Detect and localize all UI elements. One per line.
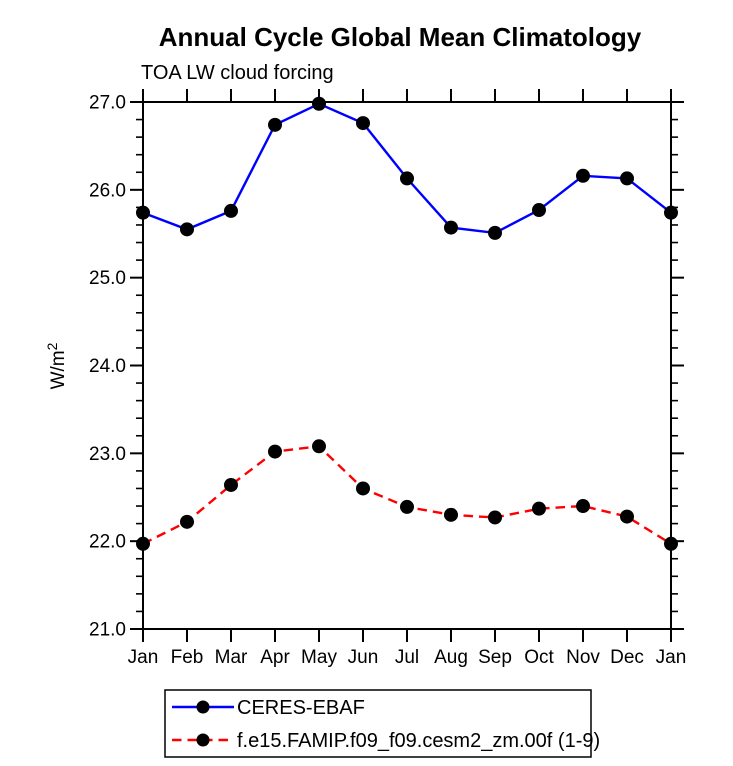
data-point-marker <box>136 536 150 551</box>
data-point-marker <box>576 499 590 514</box>
x-axis-tick-label: Dec <box>610 647 644 668</box>
data-point-marker <box>312 96 326 111</box>
y-axis-tick-label: 24.0 <box>89 356 126 377</box>
x-axis-tick-label: May <box>301 647 337 668</box>
chart-subtitle: TOA LW cloud forcing <box>141 62 334 84</box>
legend: CERES-EBAF f.e15.FAMIP.f09_f09.cesm2_zm.… <box>164 689 600 758</box>
data-point-marker <box>620 171 634 186</box>
legend-marker-series2 <box>196 733 210 747</box>
chart-title: Annual Cycle Global Mean Climatology <box>159 22 642 52</box>
data-point-marker <box>224 203 238 218</box>
data-point-marker <box>312 439 326 454</box>
series-line-1 <box>142 102 672 235</box>
x-axis-tick-label: Jun <box>348 647 379 668</box>
x-axis-tick-label: Oct <box>524 647 554 668</box>
y-axis-title-exponent: 2 <box>44 342 60 350</box>
legend-label-series1: CERES-EBAF <box>237 697 365 719</box>
y-axis-tick-label: 26.0 <box>89 180 126 201</box>
x-axis-tick-label: Sep <box>478 647 512 668</box>
y-axis-tick-label: 21.0 <box>89 620 126 641</box>
data-point-marker <box>488 225 502 240</box>
data-point-marker <box>444 507 458 522</box>
y-axis-tick-label: 27.0 <box>89 93 126 114</box>
data-point-marker <box>400 499 414 514</box>
legend-marker-series1 <box>196 700 210 714</box>
data-point-marker <box>356 116 370 131</box>
x-axis-tick-label: Nov <box>566 647 600 668</box>
y-axis-tick-label: 22.0 <box>89 532 126 553</box>
data-point-marker <box>356 481 370 496</box>
y-axis-title: W/m2 <box>44 342 69 389</box>
x-axis-tick-label: Apr <box>260 647 290 668</box>
data-point-marker <box>488 510 502 525</box>
x-axis-tick-label: Jan <box>656 647 687 668</box>
y-axis-tick-label: 23.0 <box>89 444 126 465</box>
data-point-marker <box>268 117 282 132</box>
legend-box <box>164 689 592 758</box>
data-point-marker <box>664 536 678 551</box>
x-axis-tick-label: Mar <box>215 647 248 668</box>
y-axis-tick-label: 25.0 <box>89 268 126 289</box>
data-point-marker <box>664 205 678 220</box>
data-point-marker <box>444 220 458 235</box>
data-point-marker <box>180 514 194 529</box>
series-line-2 <box>142 445 672 545</box>
data-point-marker <box>268 444 282 459</box>
data-point-marker <box>620 509 634 524</box>
data-point-marker <box>136 205 150 220</box>
data-point-marker <box>180 222 194 237</box>
plot-frame <box>142 101 672 630</box>
data-point-marker <box>400 171 414 186</box>
x-axis-tick-label: Jul <box>395 647 419 668</box>
data-point-marker <box>532 203 546 218</box>
legend-label-series2: f.e15.FAMIP.f09_f09.cesm2_zm.00f (1-9) <box>237 730 600 752</box>
x-axis-tick-label: Feb <box>171 647 204 668</box>
plot-area: Jan Feb Mar Apr May Jun Jul Aug Sep Oct Nov Dec Jan2… <box>89 89 686 668</box>
x-axis-tick-label: Aug <box>434 647 468 668</box>
data-point-marker <box>576 168 590 183</box>
data-point-marker <box>224 477 238 492</box>
data-point-marker <box>532 501 546 516</box>
x-axis-tick-label: Jan <box>128 647 159 668</box>
y-axis-title-base: W/m <box>48 350 69 389</box>
